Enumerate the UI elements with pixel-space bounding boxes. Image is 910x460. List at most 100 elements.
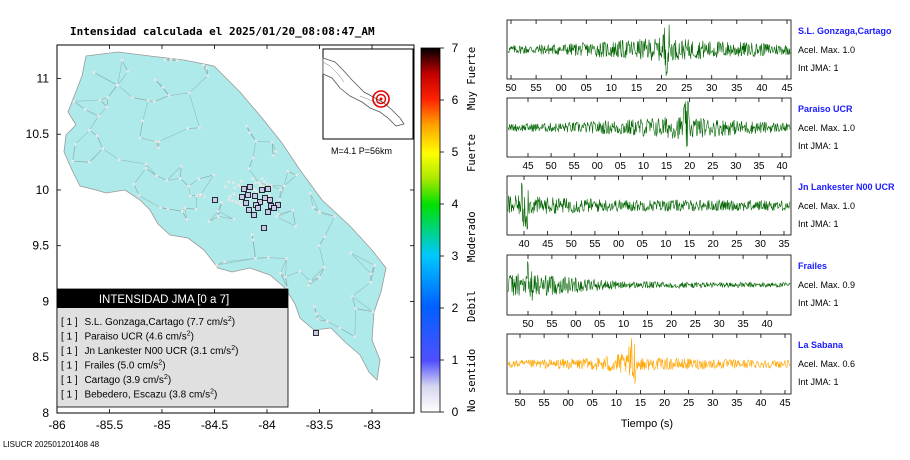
town-marker [369, 280, 372, 284]
road-segment [85, 109, 99, 117]
legend-row: [ 1 ] S.L. Gonzaga,Cartago (7.7 cm/s2) [61, 316, 235, 328]
town-marker [203, 195, 206, 199]
road-segment [292, 210, 296, 227]
legend-row: [ 1 ] Jn Lankester N00 UCR (3.1 cm/s2) [61, 345, 238, 357]
waveform-trace [507, 100, 791, 147]
town-marker [146, 99, 150, 102]
town-marker [268, 193, 271, 197]
waveform-panels: 50 55 00 05 10 15 20 25 30 35 40 45 S.L. Gonzaga,Car… [505, 19, 895, 409]
town-marker [161, 85, 165, 89]
road-segment [139, 120, 144, 138]
road-segment [216, 258, 256, 266]
town-marker [248, 196, 252, 200]
waveform-tick-label: 05 [615, 161, 627, 172]
road-segment [248, 158, 254, 169]
legend-row-name: S.L. Gonzaga,Cartago [84, 317, 186, 328]
town-marker [227, 198, 230, 202]
legend-row-name: Jn Lankester N00 UCR [84, 346, 190, 357]
road-segment [280, 258, 287, 274]
acel-max-label: Acel. Max. 0.9 [798, 280, 855, 290]
legend-row-close: ) [168, 375, 171, 386]
acel-max-label: Acel. Max. 0.6 [798, 359, 855, 369]
town-marker [232, 217, 236, 221]
waveform-tick-label: 40 [761, 319, 773, 330]
town-marker [294, 224, 297, 228]
legend-row: [ 1 ] Paraiso UCR (4.6 cm/s2) [61, 331, 194, 343]
map-y-tick-label: 10 [36, 183, 50, 197]
town-marker [255, 190, 258, 194]
town-marker [279, 188, 282, 191]
waveform-panel: 50 55 00 05 10 15 20 25 30 35 40 45 S.L. Gonzaga,Car… [505, 19, 892, 94]
waveform-trace [507, 261, 791, 301]
road-segment [248, 168, 259, 183]
town-marker [259, 185, 262, 188]
waveform-tick-label: 30 [714, 319, 726, 330]
waveform-trace [507, 24, 791, 76]
legend-row-value: (7.7 cm/s [187, 317, 228, 328]
map-y-tick-label: 10.5 [26, 127, 50, 141]
waveform-tick-label: 15 [635, 398, 647, 409]
town-marker [207, 220, 211, 223]
legend-row-name: Cartago [84, 375, 122, 386]
town-marker [144, 162, 148, 166]
road-segment [370, 265, 375, 283]
town-marker [291, 209, 294, 212]
legend-title-bar [57, 289, 288, 308]
costa-rica-land [63, 51, 387, 381]
legend-row-name: Paraiso UCR [84, 332, 145, 343]
town-marker [255, 200, 258, 203]
town-marker [138, 136, 142, 140]
legend-row-sup: 2 [231, 345, 235, 352]
road-segment [252, 140, 257, 159]
station-marker [313, 330, 319, 336]
town-marker [232, 192, 236, 196]
town-marker [282, 184, 286, 188]
road-segment [287, 171, 297, 176]
waveform-tick-label: 15 [684, 239, 696, 250]
map-y-tick-label: 9 [42, 294, 49, 308]
road-segment [285, 258, 287, 277]
road-segment [218, 215, 234, 220]
road-segment [310, 193, 320, 212]
map-x-tick-label: -83 [363, 418, 381, 432]
road-segment [217, 210, 235, 220]
town-marker [232, 181, 235, 184]
town-marker [189, 194, 192, 198]
town-marker [315, 312, 319, 316]
legend-row-bracket: [ 1 ] [61, 361, 80, 372]
town-marker [183, 206, 187, 210]
town-marker [333, 214, 336, 218]
epicenter-ring-outer [372, 90, 390, 108]
footer-id: LISUCR 202501201408 48 [3, 440, 100, 449]
town-marker [120, 58, 124, 62]
station-marker [251, 212, 257, 218]
waveform-tick-label: 30 [707, 398, 719, 409]
town-marker [215, 263, 219, 267]
road-segment [188, 92, 200, 128]
waveform-frame [506, 175, 792, 236]
road-segment [198, 174, 214, 180]
road-segment [98, 106, 108, 117]
station-marker [265, 186, 271, 192]
town-marker [132, 182, 136, 186]
legend-row-bracket: [ 1 ] [61, 375, 80, 386]
colorbar-tick-label: 1 [452, 353, 459, 367]
town-marker [83, 108, 87, 111]
waveform-tick-label: 00 [570, 319, 582, 330]
town-marker [325, 320, 329, 323]
road-segment [200, 174, 214, 195]
road-segment [276, 216, 296, 227]
town-marker [317, 244, 321, 247]
scale-label-debil: Debil [466, 290, 478, 322]
town-marker [216, 209, 220, 213]
road-segment [299, 271, 311, 282]
town-marker [260, 177, 264, 180]
town-marker [295, 173, 299, 177]
waveform-panel: 50 55 00 05 10 15 20 25 30 35 40 45 La Sabana Acel. M… [506, 333, 855, 409]
town-marker [261, 184, 265, 188]
road-segment [271, 142, 277, 152]
legend-row-name: Bebedero, Escazu [84, 390, 169, 401]
intensity-colorbar: 0 1 2 3 4 5 6 7 No sentido Debil Moderado Fuert… [420, 41, 478, 419]
colorbar-gradient [420, 47, 441, 413]
town-marker [309, 279, 312, 283]
